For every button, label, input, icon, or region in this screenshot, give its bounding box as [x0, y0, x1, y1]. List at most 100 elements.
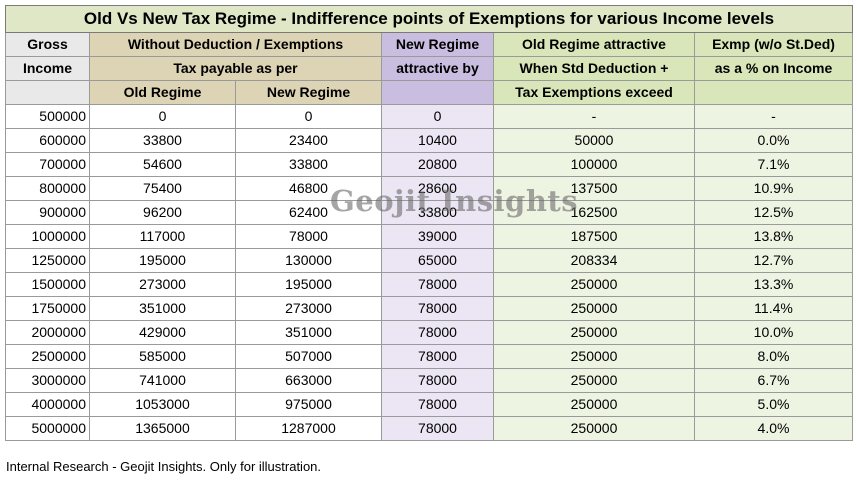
exemption-threshold-cell: 208334: [493, 248, 695, 273]
header-old-regime: Old Regime: [89, 80, 236, 105]
table-row: 600000 33800 23400 10400 50000 0.0%: [5, 128, 854, 153]
new-regime-tax-cell: 0: [235, 104, 382, 129]
gross-income-cell: 2500000: [5, 344, 90, 369]
new-regime-tax-cell: 1287000: [235, 416, 382, 441]
old-regime-tax-cell: 585000: [89, 344, 236, 369]
gross-income-cell: 1500000: [5, 272, 90, 297]
new-regime-tax-cell: 23400: [235, 128, 382, 153]
old-regime-tax-cell: 195000: [89, 248, 236, 273]
exemption-percent-cell: 0.0%: [693, 128, 854, 153]
exemption-percent-cell: 5.0%: [693, 392, 854, 417]
new-regime-advantage-cell: 33800: [381, 200, 494, 225]
gross-income-cell: 3000000: [5, 368, 90, 393]
new-regime-advantage-cell: 78000: [381, 272, 494, 297]
gross-income-cell: 1750000: [5, 296, 90, 321]
old-regime-tax-cell: 75400: [89, 176, 236, 201]
new-regime-tax-cell: 46800: [235, 176, 382, 201]
exemption-threshold-cell: 250000: [493, 320, 695, 345]
header-row-1: Gross Without Deduction / Exemptions New…: [5, 32, 854, 57]
header-exmp-2: as a % on Income: [693, 56, 854, 81]
new-regime-advantage-cell: 65000: [381, 248, 494, 273]
title-row: Old Vs New Tax Regime - Indifference poi…: [4, 5, 854, 33]
gross-income-cell: 1250000: [5, 248, 90, 273]
header-gross-1: Gross: [5, 32, 90, 57]
table-title: Old Vs New Tax Regime - Indifference poi…: [4, 5, 854, 33]
new-regime-tax-cell: 195000: [235, 272, 382, 297]
header-old-attractive-1: Old Regime attractive: [493, 32, 695, 57]
exemption-percent-cell: -: [693, 104, 854, 129]
new-regime-tax-cell: 351000: [235, 320, 382, 345]
exemption-threshold-cell: 100000: [493, 152, 695, 177]
exemption-percent-cell: 6.7%: [693, 368, 854, 393]
gross-income-cell: 900000: [5, 200, 90, 225]
header-new-attractive-1: New Regime: [381, 32, 494, 57]
old-regime-tax-cell: 273000: [89, 272, 236, 297]
gross-income-cell: 800000: [5, 176, 90, 201]
exemption-percent-cell: 10.9%: [693, 176, 854, 201]
exemption-threshold-cell: 250000: [493, 344, 695, 369]
new-regime-advantage-cell: 0: [381, 104, 494, 129]
exemption-threshold-cell: -: [493, 104, 695, 129]
table-row: 3000000 741000 663000 78000 250000 6.7%: [5, 368, 854, 393]
exemption-percent-cell: 12.7%: [693, 248, 854, 273]
header-empty-cell: [693, 80, 854, 105]
exemption-percent-cell: 13.8%: [693, 224, 854, 249]
table-row: 2000000 429000 351000 78000 250000 10.0%: [5, 320, 854, 345]
table-row: 800000 75400 46800 28600 137500 10.9%: [5, 176, 854, 201]
header-old-attractive-3: Tax Exemptions exceed: [493, 80, 695, 105]
exemption-threshold-cell: 250000: [493, 392, 695, 417]
new-regime-advantage-cell: 78000: [381, 392, 494, 417]
new-regime-tax-cell: 273000: [235, 296, 382, 321]
exemption-threshold-cell: 250000: [493, 272, 695, 297]
new-regime-advantage-cell: 39000: [381, 224, 494, 249]
new-regime-tax-cell: 78000: [235, 224, 382, 249]
old-regime-tax-cell: 741000: [89, 368, 236, 393]
old-regime-tax-cell: 33800: [89, 128, 236, 153]
footnote: Internal Research - Geojit Insights. Onl…: [6, 459, 322, 474]
new-regime-tax-cell: 507000: [235, 344, 382, 369]
table-row: 500000 0 0 0- -: [5, 104, 854, 129]
exemption-percent-cell: 4.0%: [693, 416, 854, 441]
gross-income-cell: 4000000: [5, 392, 90, 417]
old-regime-tax-cell: 351000: [89, 296, 236, 321]
header-without-deduction: Without Deduction / Exemptions: [89, 32, 382, 57]
gross-income-cell: 700000: [5, 152, 90, 177]
new-regime-tax-cell: 975000: [235, 392, 382, 417]
new-regime-advantage-cell: 20800: [381, 152, 494, 177]
gross-income-cell: 500000: [5, 104, 90, 129]
exemption-percent-cell: 7.1%: [693, 152, 854, 177]
new-regime-advantage-cell: 78000: [381, 296, 494, 321]
tax-regime-table-container: Old Vs New Tax Regime - Indifference poi…: [4, 5, 854, 441]
header-new-attractive-2: attractive by: [381, 56, 494, 81]
table-row: 2500000 585000 507000 78000 250000 8.0%: [5, 344, 854, 369]
new-regime-tax-cell: 130000: [235, 248, 382, 273]
header-new-regime: New Regime: [235, 80, 382, 105]
gross-income-cell: 1000000: [5, 224, 90, 249]
exemption-percent-cell: 12.5%: [693, 200, 854, 225]
exemption-threshold-cell: 50000: [493, 128, 695, 153]
new-regime-tax-cell: 62400: [235, 200, 382, 225]
old-regime-tax-cell: 1365000: [89, 416, 236, 441]
old-regime-tax-cell: 117000: [89, 224, 236, 249]
exemption-threshold-cell: 250000: [493, 368, 695, 393]
table-row: 1000000 117000 78000 39000 187500 13.8%: [5, 224, 854, 249]
gross-income-cell: 600000: [5, 128, 90, 153]
exemption-percent-cell: 13.3%: [693, 272, 854, 297]
exemption-percent-cell: 8.0%: [693, 344, 854, 369]
new-regime-advantage-cell: 28600: [381, 176, 494, 201]
exemption-threshold-cell: 162500: [493, 200, 695, 225]
gross-income-cell: 2000000: [5, 320, 90, 345]
header-tax-payable: Tax payable as per: [89, 56, 382, 81]
exemption-threshold-cell: 137500: [493, 176, 695, 201]
header-row-2: Income Tax payable as per attractive by …: [5, 56, 854, 81]
table-row: 1750000 351000 273000 78000 250000 11.4%: [5, 296, 854, 321]
exemption-percent-cell: 11.4%: [693, 296, 854, 321]
old-regime-tax-cell: 0: [89, 104, 236, 129]
header-empty-cell: [381, 80, 494, 105]
exemption-threshold-cell: 187500: [493, 224, 695, 249]
new-regime-tax-cell: 33800: [235, 152, 382, 177]
header-row-3: Old Regime New Regime Tax Exemptions exc…: [5, 80, 854, 105]
gross-income-cell: 5000000: [5, 416, 90, 441]
new-regime-advantage-cell: 78000: [381, 416, 494, 441]
old-regime-tax-cell: 96200: [89, 200, 236, 225]
